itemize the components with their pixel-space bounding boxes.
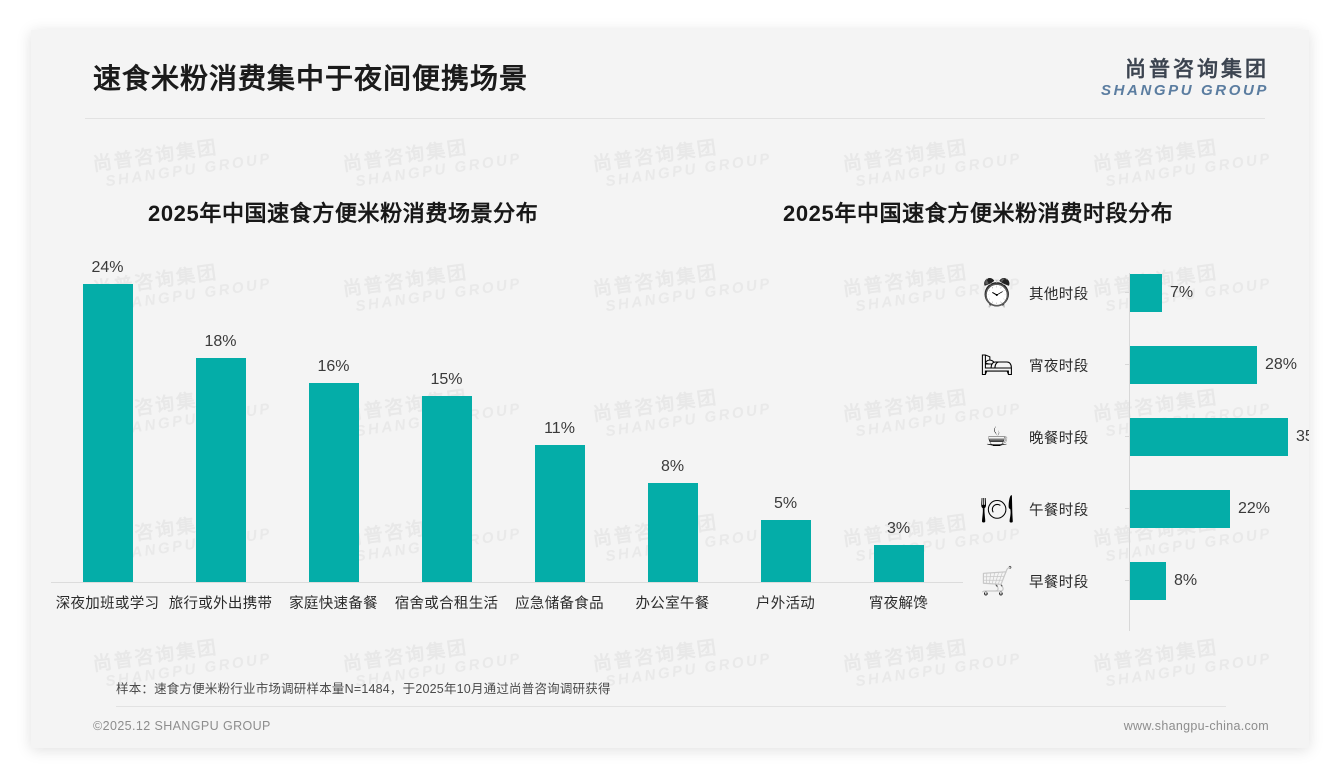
- column-group: 3% 宵夜解馋: [842, 259, 955, 612]
- column-category-label: 旅行或外出携带: [168, 596, 273, 612]
- axis-tick: [1125, 580, 1130, 581]
- column-value-label: 16%: [317, 358, 350, 375]
- column-category-label: 应急储备食品: [515, 596, 604, 612]
- axis-tick: [1125, 364, 1130, 365]
- bar-category-label: 晚餐时段: [1029, 430, 1089, 447]
- slide-card: 尚普咨询集团 SHANGPU GROUP 尚普咨询集团 SHANGPU GROUP 尚普…: [31, 30, 1309, 748]
- bed-icon: 🛏: [979, 349, 1015, 380]
- column-group: 16% 家庭快速备餐: [277, 259, 390, 612]
- brand-logo: 尚普咨询集团 SHANGPU GROUP: [1101, 58, 1269, 100]
- column-bar[interactable]: [760, 520, 811, 582]
- horizontal-bar[interactable]: [1130, 418, 1288, 456]
- slide-footer: ©2025.12 SHANGPU GROUP www.shangpu-china…: [31, 708, 1309, 748]
- website-link[interactable]: www.shangpu-china.com: [1123, 719, 1269, 733]
- header-divider: [85, 118, 1265, 119]
- column-group: 11% 应急储备食品: [503, 259, 616, 612]
- axis-tick: [1125, 436, 1130, 437]
- horizontal-bar[interactable]: [1130, 274, 1162, 312]
- column-category-label: 户外活动: [755, 596, 816, 612]
- column-value-label: 18%: [204, 333, 237, 350]
- bar-category-label: 早餐时段: [1029, 574, 1089, 591]
- footnote-block: 样本：速食方便米粉行业市场调研样本量N=1484，于2025年10月通过尚普咨询…: [116, 678, 1226, 707]
- bar-value-label: 8%: [1174, 572, 1198, 589]
- hot-beverage-icon: ☕: [984, 421, 1010, 452]
- column-group: 15% 宿舍或合租生活: [390, 259, 503, 612]
- column-category-label: 深夜加班或学习: [55, 596, 160, 612]
- bar-chart-row: ⏰ 其他时段 7%: [961, 265, 1309, 321]
- horizontal-bar[interactable]: [1130, 346, 1257, 384]
- column-bar[interactable]: [195, 358, 246, 582]
- plate-cutlery-icon: 🍽: [979, 493, 1015, 524]
- column-value-label: 5%: [773, 495, 798, 512]
- bar-category-label: 午餐时段: [1029, 502, 1089, 519]
- bar-value-label: 7%: [1170, 284, 1194, 301]
- column-bar[interactable]: [421, 396, 472, 582]
- bar-chart-row: 🛒 早餐时段 8%: [961, 553, 1309, 609]
- timeslot-bar-chart: ⏰ 其他时段 7% 🛏 宵夜时段 28% ☕ 晚餐时段 35% 🍽 午餐时段 22% 🛒 早餐时段 8%: [961, 259, 1309, 639]
- column-bar[interactable]: [873, 545, 924, 582]
- bar-chart-row: 🍽 午餐时段 22%: [961, 481, 1309, 537]
- bar-chart-axis: [1129, 273, 1130, 631]
- axis-tick: [1125, 508, 1130, 509]
- bar-chart-row: ☕ 晚餐时段 35%: [961, 409, 1309, 465]
- logo-text-en: SHANGPU GROUP: [1101, 82, 1269, 100]
- column-category-label: 宿舍或合租生活: [394, 596, 499, 612]
- page-title: 速食米粉消费集中于夜间便携场景: [93, 63, 529, 94]
- column-group: 18% 旅行或外出携带: [164, 259, 277, 612]
- bar-value-label: 22%: [1238, 500, 1271, 517]
- column-category-label: 家庭快速备餐: [289, 596, 378, 612]
- bar-category-label: 其他时段: [1029, 286, 1089, 303]
- horizontal-bar[interactable]: [1130, 562, 1166, 600]
- column-bar[interactable]: [82, 284, 133, 582]
- column-bar[interactable]: [534, 445, 585, 582]
- column-value-label: 11%: [544, 420, 575, 437]
- column-group: 24% 深夜加班或学习: [51, 259, 164, 612]
- shopping-cart-icon: 🛒: [980, 565, 1014, 596]
- alarm-clock-icon: ⏰: [980, 277, 1014, 308]
- logo-text-cn: 尚普咨询集团: [1125, 58, 1269, 81]
- column-bar[interactable]: [308, 383, 359, 582]
- column-bar[interactable]: [647, 483, 698, 582]
- scenario-column-chart: 24% 深夜加班或学习 18% 旅行或外出携带 16% 家庭快速备餐 15% 宿舍或合租生活 1…: [41, 259, 971, 639]
- column-group: 5% 户外活动: [729, 259, 842, 612]
- bar-chart-row: 🛏 宵夜时段 28%: [961, 337, 1309, 393]
- copyright-text: ©2025.12 SHANGPU GROUP: [93, 719, 271, 733]
- column-chart-baseline: [51, 582, 963, 583]
- horizontal-bar[interactable]: [1130, 490, 1230, 528]
- bar-value-label: 35%: [1296, 428, 1309, 445]
- axis-tick: [1125, 292, 1130, 293]
- column-value-label: 8%: [660, 458, 685, 475]
- left-chart-title: 2025年中国速食方便米粉消费场景分布: [148, 201, 539, 226]
- sample-note: 样本：速食方便米粉行业市场调研样本量N=1484，于2025年10月通过尚普咨询…: [116, 682, 611, 696]
- bar-category-label: 宵夜时段: [1029, 358, 1089, 375]
- column-value-label: 3%: [886, 520, 911, 537]
- column-value-label: 24%: [91, 259, 124, 276]
- right-chart-title: 2025年中国速食方便米粉消费时段分布: [783, 201, 1174, 226]
- charts-region: 2025年中国速食方便米粉消费场景分布 2025年中国速食方便米粉消费时段分布 …: [31, 119, 1309, 679]
- column-value-label: 15%: [430, 371, 463, 388]
- slide-header: 速食米粉消费集中于夜间便携场景 尚普咨询集团 SHANGPU GROUP: [31, 30, 1309, 119]
- column-group: 8% 办公室午餐: [616, 259, 729, 612]
- column-category-label: 办公室午餐: [635, 596, 710, 612]
- footnote-divider: [116, 706, 1226, 707]
- bar-value-label: 28%: [1265, 356, 1298, 373]
- column-category-label: 宵夜解馋: [868, 596, 929, 612]
